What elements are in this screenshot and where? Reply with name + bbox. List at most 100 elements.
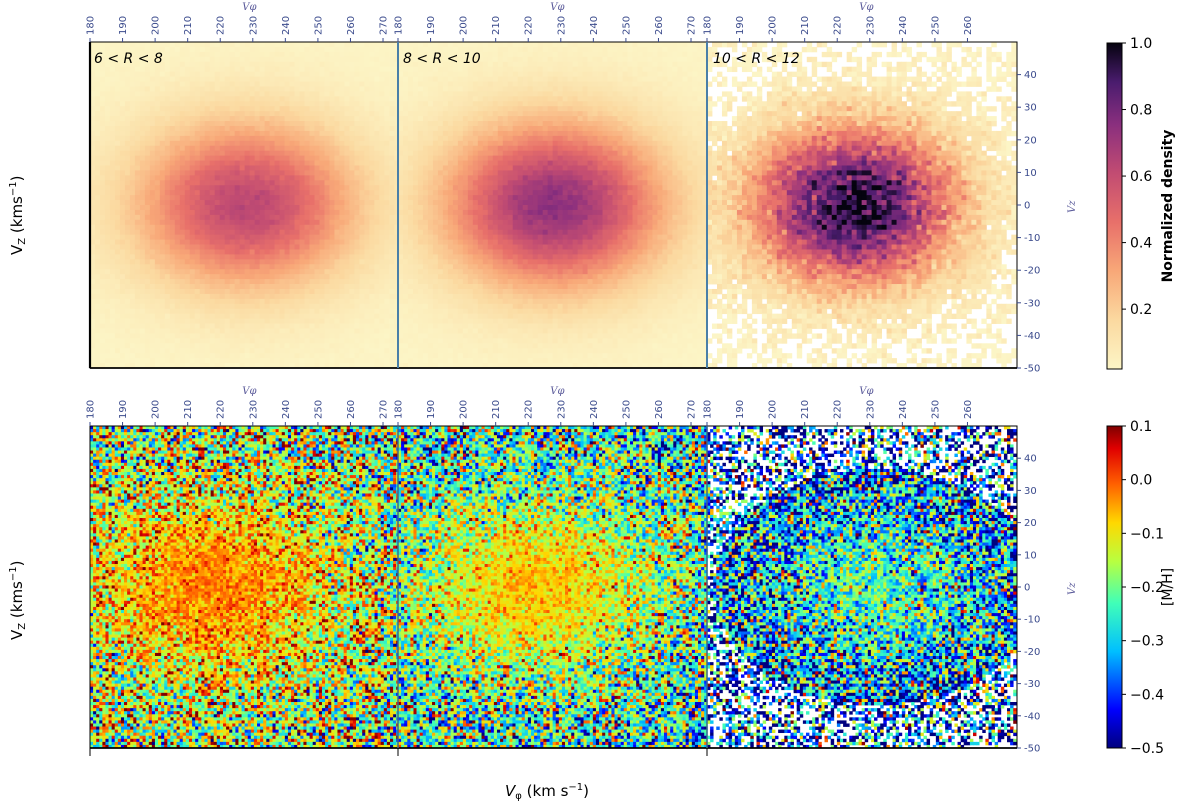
density-cell <box>159 175 166 181</box>
density-cell <box>129 298 136 305</box>
density-cell <box>129 46 136 53</box>
density-cell <box>379 254 385 260</box>
density-cell <box>354 101 360 107</box>
density-cell <box>149 298 156 305</box>
density-cell <box>184 284 191 290</box>
density-cell <box>334 348 340 354</box>
density-cell <box>259 135 266 142</box>
density-cell <box>114 353 121 359</box>
density-cell <box>319 86 325 92</box>
density-cell <box>384 106 390 112</box>
density-cell <box>279 66 285 73</box>
density-cell <box>149 145 156 152</box>
density-cell <box>159 190 166 196</box>
density-cell <box>354 121 360 127</box>
density-cell <box>114 298 121 305</box>
density-cell <box>304 200 310 206</box>
density-cell <box>254 343 261 349</box>
density-cell <box>427 224 434 231</box>
density-cell <box>104 219 111 226</box>
density-cell <box>154 239 161 245</box>
density-cell <box>344 130 350 137</box>
density-cell <box>179 66 186 73</box>
density-cell <box>109 214 116 221</box>
density-cell <box>229 116 236 122</box>
density-cell <box>274 244 280 250</box>
density-cell <box>99 348 106 354</box>
density-cell <box>159 318 166 324</box>
density-cell <box>309 195 315 201</box>
density-cell <box>389 121 395 127</box>
density-cell <box>407 318 414 324</box>
density-cell <box>229 269 236 275</box>
density-cell <box>427 190 434 196</box>
density-cell <box>209 254 216 260</box>
density-cell <box>214 111 221 117</box>
density-cell <box>379 274 385 280</box>
density-cell <box>224 328 231 334</box>
density-cell <box>339 86 345 92</box>
density-cell <box>437 111 444 117</box>
density-cell <box>379 209 385 216</box>
density-cell <box>319 234 325 240</box>
density-cell <box>219 259 226 265</box>
density-cell <box>349 209 355 216</box>
density-cell <box>329 348 335 354</box>
density-cell <box>224 165 231 171</box>
density-cell <box>407 219 414 226</box>
density-cell <box>319 323 325 329</box>
density-cell <box>319 185 325 191</box>
density-cell <box>324 353 330 359</box>
density-cell <box>457 150 464 157</box>
density-cell <box>109 125 116 132</box>
density-cell <box>144 224 151 231</box>
density-cell <box>174 71 181 77</box>
density-cell <box>354 343 360 349</box>
density-cell <box>259 239 266 245</box>
density-cell <box>412 254 419 260</box>
density-cell <box>269 229 275 236</box>
density-cell <box>398 269 404 275</box>
density-cell <box>427 348 434 354</box>
density-cell <box>364 81 370 87</box>
density-cell <box>144 209 151 216</box>
density-cell <box>114 274 121 280</box>
density-cell <box>462 106 469 112</box>
density-cell <box>379 101 385 107</box>
density-cell <box>344 145 350 152</box>
density-cell <box>214 313 221 320</box>
density-cell <box>407 293 414 300</box>
density-cell <box>259 130 266 137</box>
density-cell <box>204 200 211 206</box>
density-cell <box>114 175 121 181</box>
density-cell <box>244 130 251 137</box>
density-cell <box>249 239 256 245</box>
density-cell <box>129 333 136 339</box>
density-cell <box>224 254 231 260</box>
density-cell <box>304 338 310 344</box>
density-cell <box>339 234 345 240</box>
density-cell <box>90 205 96 211</box>
density-cell <box>134 61 141 68</box>
density-cell <box>99 51 106 58</box>
density-cell <box>264 269 270 275</box>
density-cell <box>269 145 275 152</box>
density-cell <box>174 229 181 236</box>
density-cell <box>304 135 310 142</box>
density-cell <box>279 111 285 117</box>
density-cell <box>354 61 360 68</box>
density-cell <box>144 264 151 270</box>
density-cell <box>244 274 251 280</box>
density-cell <box>398 170 404 176</box>
density-cell <box>99 130 106 137</box>
density-cell <box>269 125 275 132</box>
density-cell <box>417 155 424 161</box>
density-cell <box>219 46 226 53</box>
density-cell <box>314 51 320 58</box>
density-cell <box>164 145 171 152</box>
density-cell <box>299 140 305 147</box>
density-cell <box>354 259 360 265</box>
density-cell <box>374 323 380 329</box>
density-cell <box>119 318 126 324</box>
density-cell <box>169 61 176 68</box>
